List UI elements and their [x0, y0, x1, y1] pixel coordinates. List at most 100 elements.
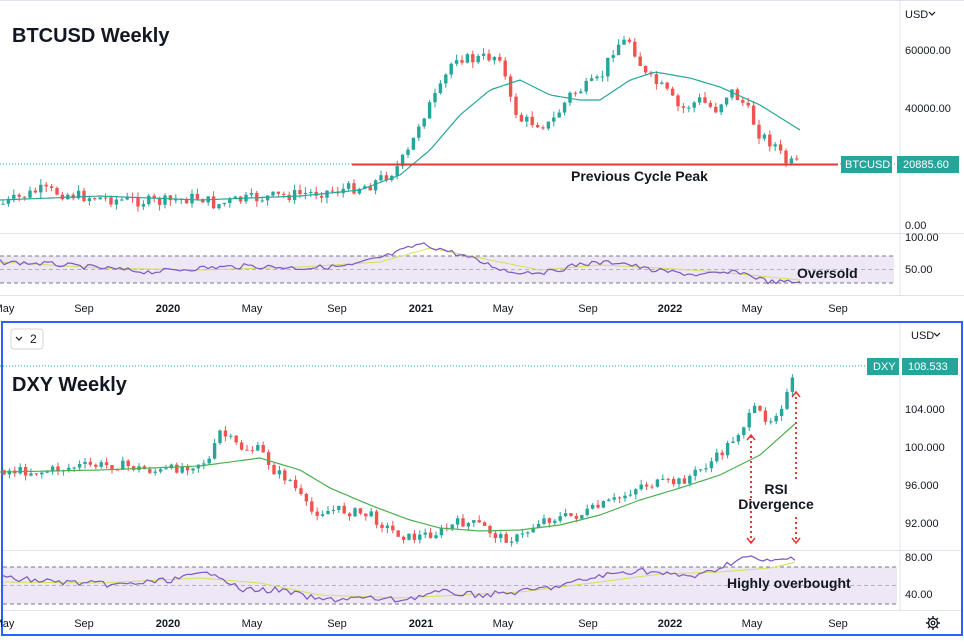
candle-down [741, 100, 745, 103]
x-axis-tick: 2021 [409, 303, 433, 315]
candle-down [152, 195, 156, 199]
candle-down [650, 486, 654, 488]
candle-up [288, 479, 292, 481]
candle-up [233, 196, 237, 199]
candle-up [169, 464, 174, 469]
candle-down [126, 460, 130, 467]
x-axis-tick: 2020 [156, 618, 180, 630]
candle-down [22, 196, 27, 198]
candle-up [466, 522, 471, 527]
gear-icon[interactable] [926, 616, 940, 630]
candle-up [465, 54, 470, 63]
candle-up [542, 518, 546, 524]
dxy-currency-label[interactable]: USD [911, 330, 934, 342]
candle-up [320, 514, 325, 516]
candle-down [374, 511, 379, 525]
candle-up [611, 55, 615, 58]
previous-cycle-peak-label: Previous Cycle Peak [571, 168, 708, 184]
candle-down [643, 65, 648, 73]
candle-up [228, 198, 232, 203]
candle-down [283, 470, 287, 481]
chevron-down-icon[interactable] [933, 332, 941, 337]
btc-currency-label[interactable]: USD [905, 9, 928, 21]
candle-down [763, 410, 768, 422]
candle-up [687, 107, 691, 109]
candle-up [715, 452, 719, 462]
candle-up [326, 510, 330, 515]
pane-count[interactable]: 2 [30, 332, 37, 346]
candle-up [546, 121, 551, 129]
chevron-down-icon[interactable] [928, 11, 936, 16]
candle-down [358, 508, 363, 514]
candle-up [562, 102, 567, 113]
x-axis-tick: May [242, 303, 263, 315]
candle-up [607, 499, 611, 502]
candle-down [223, 430, 228, 437]
candle-down [482, 522, 487, 526]
candle-up [99, 462, 103, 467]
btc-ytick: 0.00 [905, 220, 926, 232]
candle-up [222, 202, 227, 205]
candle-down [708, 102, 713, 107]
dxy-ytick: 100.000 [905, 442, 945, 454]
candle-down [778, 144, 783, 151]
x-axis-tick: May [493, 303, 514, 315]
candle-down [157, 198, 162, 205]
candle-down [666, 478, 670, 480]
btc-panel: Previous Cycle Peak BTCUSD Weekly USD 60… [0, 0, 964, 320]
candle-up [655, 479, 660, 487]
candle-up [520, 533, 525, 535]
candle-down [255, 192, 259, 202]
candle-up [661, 478, 665, 480]
candle-up [265, 195, 270, 201]
candle-up [612, 497, 616, 500]
candle-down [315, 511, 319, 516]
candle-down [574, 515, 579, 519]
candle-up [790, 377, 795, 392]
candle-down [238, 196, 243, 202]
btc-rsi-tick: 50.00 [905, 264, 933, 276]
candle-down [211, 196, 216, 209]
candle-up [449, 63, 453, 75]
candle-up [423, 532, 427, 535]
candle-up [785, 391, 789, 409]
candle-down [530, 116, 534, 126]
candle-down [488, 525, 492, 534]
candle-up [292, 189, 297, 200]
btc-rsi-line [0, 242, 801, 285]
btc-price-badge-text: 20885.60 [903, 159, 949, 171]
candle-up [693, 469, 697, 476]
candle-up [277, 470, 282, 475]
candle-up [623, 495, 627, 499]
chevron-down-icon[interactable] [15, 336, 23, 341]
candle-up [40, 472, 44, 475]
candle-up [158, 469, 163, 472]
collapse-pane-button[interactable] [10, 328, 44, 350]
candle-up [400, 154, 405, 167]
candle-up [153, 471, 157, 473]
candle-up [677, 478, 681, 485]
candle-up [164, 468, 168, 470]
dxy-rsi-tick: 80.00 [905, 552, 933, 564]
candle-down [282, 193, 286, 195]
candle-down [498, 56, 502, 61]
candle-up [353, 508, 357, 517]
candle-down [185, 466, 190, 471]
candle-down [94, 464, 98, 467]
dxy-moving-average [0, 422, 797, 532]
candle-up [515, 534, 519, 542]
candle-down [56, 466, 60, 472]
candle-up [762, 134, 767, 139]
candle-down [17, 194, 21, 197]
candle-up [568, 92, 572, 103]
candle-down [347, 513, 352, 517]
candle-down [319, 195, 324, 198]
candle-up [337, 505, 341, 511]
candle-up [212, 443, 217, 459]
candle-up [163, 195, 167, 205]
candle-up [202, 463, 206, 465]
candle-up [531, 527, 535, 533]
candle-down [768, 134, 772, 147]
candle-down [103, 197, 108, 199]
x-axis-tick: May [493, 618, 514, 630]
